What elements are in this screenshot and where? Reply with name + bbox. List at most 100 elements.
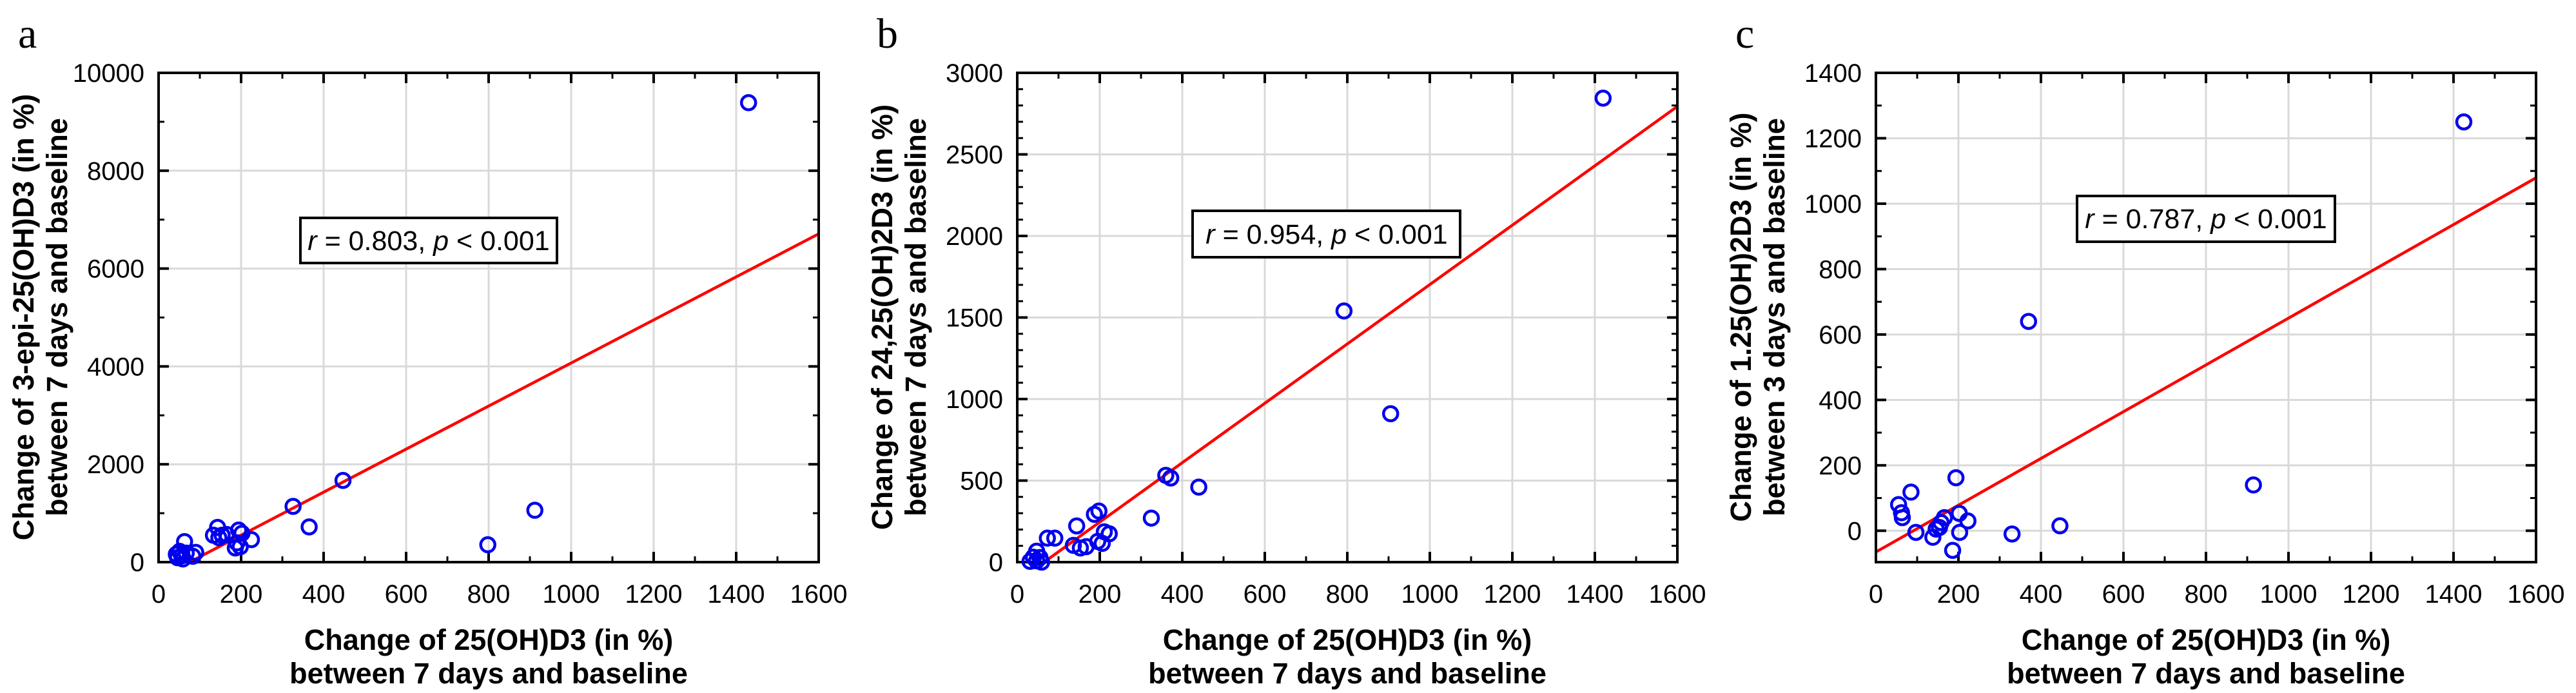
gridlines — [1876, 73, 2536, 562]
y-tick-label: 1500 — [946, 304, 1003, 333]
data-point — [1959, 512, 1976, 530]
x-tick-label: 800 — [1326, 580, 1369, 609]
y-axis-label-line1: Change of 24,25(OH)2D3 (in %) — [866, 104, 899, 530]
y-tick-label: 1000 — [1804, 190, 1862, 219]
data-point — [479, 536, 496, 554]
plot-area-a: 0 200 400 600 800 1000 1200 1400 1600 0 2000 4000 60… — [73, 59, 848, 609]
data-point — [526, 502, 543, 519]
y-axis-label-line2: between 3 days and baseline — [1758, 118, 1791, 516]
x-tick-label: 1400 — [708, 580, 765, 609]
data-point — [739, 94, 757, 112]
tick-marks — [1016, 72, 1679, 563]
data-point — [242, 531, 260, 549]
x-axis-label-line1: Change of 25(OH)D3 (in %) — [2022, 623, 2391, 656]
x-tick-label: 0 — [1010, 580, 1024, 609]
x-tick-label: 1600 — [1649, 580, 1706, 609]
data-point — [284, 498, 302, 515]
x-tick-label: 0 — [1869, 580, 1883, 609]
x-tick-label: 1000 — [2260, 580, 2317, 609]
x-tick-label: 200 — [220, 580, 263, 609]
data-point — [300, 518, 318, 536]
x-tick-label: 800 — [2185, 580, 2228, 609]
x-tick-label: 400 — [1161, 580, 1204, 609]
regression-line — [1876, 176, 2536, 554]
panel-letter-b: b — [877, 10, 898, 57]
annotation-box — [299, 217, 558, 264]
tick-labels: 0 200 400 600 800 1000 1200 1400 1600 0 2000 4000 60… — [73, 59, 848, 609]
data-point — [1033, 553, 1051, 571]
data-point — [2020, 313, 2038, 330]
y-tick-label: 400 — [1819, 386, 1862, 415]
y-tick-label: 0 — [1848, 517, 1862, 545]
annotation-box — [2076, 195, 2336, 243]
gridlines — [159, 73, 819, 562]
panel-letter-a: a — [18, 10, 37, 57]
y-tick-label: 8000 — [87, 157, 144, 186]
data-point — [2003, 525, 2021, 543]
data-points — [1021, 89, 1612, 571]
gridlines — [1017, 73, 1677, 562]
data-points — [1889, 113, 2473, 559]
x-tick-label: 200 — [1078, 580, 1122, 609]
data-point — [1068, 517, 1086, 535]
y-tick-label: 1200 — [1804, 124, 1862, 153]
regression-line — [188, 232, 819, 562]
scatter-plot-a: 0 200 400 600 800 1000 1200 1400 1600 0 2000 4000 60… — [7, 10, 848, 690]
data-point — [187, 543, 204, 561]
data-point — [1594, 89, 1612, 107]
tick-labels: 0 200 400 600 800 1000 1200 1400 1600 0 200 400 600 8… — [1804, 59, 2564, 609]
y-tick-label: 10000 — [73, 59, 144, 88]
y-axis-label-line1: Change of 1.25(OH)2D3 (in %) — [1724, 112, 1757, 522]
y-axis-label-line1: Change of 3-epi-25(OH)D3 (in %) — [7, 94, 40, 541]
annotation-text: r = 0.803, p < 0.001 — [307, 226, 549, 257]
data-point — [176, 532, 193, 551]
y-axis-label-line2: between 7 days and baseline — [899, 118, 932, 516]
regression-line — [1043, 105, 1677, 562]
y-tick-label: 6000 — [87, 255, 144, 284]
y-tick-label: 2500 — [946, 141, 1003, 170]
panel-b: 0 200 400 600 800 1000 1200 1400 1600 0 500 1000 150… — [859, 0, 1717, 693]
x-tick-label: 400 — [2020, 580, 2063, 609]
data-point — [1907, 523, 1925, 542]
x-tick-label: 1200 — [625, 580, 683, 609]
scatter-plot-c: 0 200 400 600 800 1000 1200 1400 1600 0 200 400 600 8… — [1724, 10, 2564, 690]
panel-a: 0 200 400 600 800 1000 1200 1400 1600 0 2000 4000 60… — [0, 0, 859, 693]
data-point — [2051, 517, 2069, 534]
data-point — [1951, 523, 1969, 542]
x-tick-label: 1400 — [1566, 580, 1624, 609]
y-axis-label-line2: between 7 days and baseline — [41, 118, 73, 516]
x-tick-label: 200 — [1937, 580, 1980, 609]
y-tick-label: 1400 — [1804, 59, 1862, 88]
data-point — [1902, 483, 1920, 501]
data-point — [1090, 502, 1107, 520]
y-tick-label: 0 — [130, 549, 144, 577]
y-tick-label: 1000 — [946, 386, 1003, 414]
data-points — [168, 94, 757, 568]
data-point — [1039, 529, 1056, 547]
y-tick-label: 3000 — [946, 59, 1003, 88]
y-tick-label: 2000 — [87, 451, 144, 479]
x-tick-label: 600 — [1244, 580, 1287, 609]
data-point — [229, 522, 248, 539]
x-tick-label: 1600 — [790, 580, 848, 609]
data-point — [1893, 509, 1911, 527]
plot-area-c: 0 200 400 600 800 1000 1200 1400 1600 0 200 400 600 8… — [1804, 59, 2564, 609]
annotation-text: r = 0.787, p < 0.001 — [2085, 204, 2327, 235]
tick-marks — [157, 72, 820, 563]
x-axis-label-line1: Change of 25(OH)D3 (in %) — [304, 623, 674, 656]
data-point — [1046, 529, 1064, 547]
y-tick-label: 200 — [1819, 452, 1862, 480]
x-tick-label: 800 — [467, 580, 511, 609]
data-point — [1335, 302, 1353, 320]
x-tick-label: 600 — [2102, 580, 2145, 609]
x-tick-label: 1200 — [2343, 580, 2400, 609]
data-point — [1947, 469, 1965, 487]
x-tick-label: 1400 — [2425, 580, 2483, 609]
y-tick-label: 0 — [989, 549, 1003, 577]
data-point — [1100, 525, 1118, 543]
data-point — [1162, 469, 1180, 487]
data-point — [1381, 405, 1400, 423]
x-tick-label: 1600 — [2508, 580, 2565, 609]
data-point — [1190, 478, 1207, 496]
